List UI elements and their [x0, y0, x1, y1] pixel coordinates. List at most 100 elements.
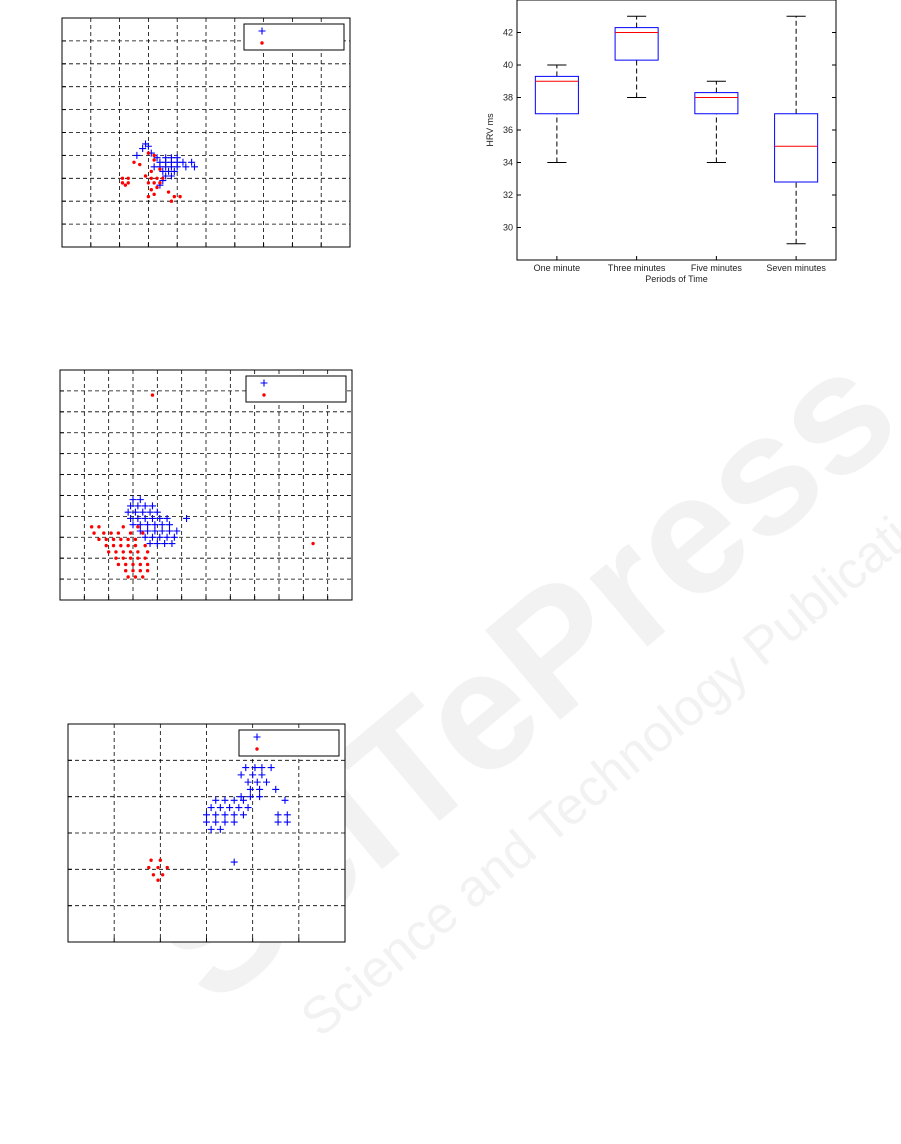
- point: [146, 181, 151, 185]
- legend: [245, 375, 347, 403]
- box: [774, 113, 819, 183]
- point: [153, 508, 161, 516]
- point: [114, 556, 118, 560]
- point: [143, 174, 148, 178]
- point: [141, 502, 149, 510]
- point: [152, 181, 156, 185]
- point: [230, 858, 238, 866]
- point: [138, 562, 142, 567]
- point: [163, 514, 171, 522]
- point: [149, 176, 153, 180]
- point: [155, 185, 159, 190]
- point: [172, 194, 177, 199]
- point: [256, 793, 264, 801]
- point: [158, 858, 163, 862]
- point: [145, 569, 150, 573]
- point: [119, 543, 123, 548]
- point: [263, 778, 271, 786]
- point: [207, 804, 215, 812]
- point: [129, 521, 137, 529]
- point: [158, 527, 166, 535]
- x-tick-label: Five minutes: [691, 263, 743, 273]
- point: [166, 190, 171, 194]
- point: [169, 199, 174, 203]
- point: [114, 550, 118, 554]
- point: [121, 525, 125, 529]
- point: [239, 796, 247, 804]
- point: [89, 525, 94, 529]
- point: [170, 533, 178, 541]
- point: [221, 818, 229, 826]
- point: [120, 176, 125, 180]
- point: [283, 811, 291, 819]
- point: [165, 865, 169, 870]
- point: [152, 192, 156, 197]
- point: [139, 508, 147, 516]
- point: [166, 521, 173, 529]
- legend-marker: [260, 379, 268, 387]
- point: [149, 188, 153, 192]
- point: [136, 550, 140, 554]
- point: [126, 537, 130, 542]
- legend-marker: [255, 747, 259, 751]
- point: [127, 514, 135, 522]
- point: [226, 804, 234, 812]
- point: [167, 172, 175, 180]
- point: [138, 162, 142, 167]
- point: [188, 158, 196, 166]
- box: [694, 92, 739, 115]
- point: [149, 858, 153, 862]
- point: [230, 811, 238, 819]
- point: [150, 393, 155, 397]
- point: [131, 562, 135, 567]
- point: [281, 796, 289, 804]
- legend-marker: [262, 393, 266, 397]
- y-tick-label: 38: [503, 93, 513, 103]
- point: [128, 531, 133, 535]
- y-tick-label: 34: [503, 158, 513, 168]
- point: [102, 531, 106, 535]
- point: [283, 818, 291, 826]
- point: [146, 540, 154, 548]
- point: [246, 785, 254, 793]
- point: [133, 151, 141, 159]
- point: [152, 153, 156, 158]
- point: [258, 764, 266, 772]
- point: [230, 818, 238, 826]
- point: [148, 502, 156, 510]
- point: [141, 533, 149, 541]
- box: [614, 27, 659, 61]
- point: [139, 145, 147, 153]
- point: [126, 176, 130, 180]
- point: [106, 550, 111, 554]
- point: [253, 778, 261, 786]
- point: [121, 550, 125, 554]
- point: [146, 194, 151, 199]
- point: [141, 514, 149, 522]
- point: [160, 873, 165, 877]
- point: [129, 496, 137, 504]
- point: [212, 818, 220, 826]
- point: [134, 502, 142, 510]
- point: [173, 527, 181, 535]
- point: [156, 514, 164, 522]
- point: [124, 562, 128, 567]
- point: [136, 556, 140, 560]
- point: [237, 793, 245, 801]
- point: [136, 525, 140, 529]
- point: [133, 575, 138, 579]
- point: [141, 575, 145, 579]
- point: [147, 865, 151, 870]
- point: [97, 537, 101, 542]
- point: [166, 527, 173, 535]
- point: [242, 764, 250, 772]
- legend: [238, 729, 340, 757]
- point: [133, 543, 138, 548]
- point: [143, 556, 147, 560]
- point: [146, 151, 151, 155]
- point: [126, 575, 130, 579]
- point: [116, 562, 121, 567]
- point: [216, 804, 224, 812]
- point: [132, 160, 136, 164]
- point: [128, 556, 133, 560]
